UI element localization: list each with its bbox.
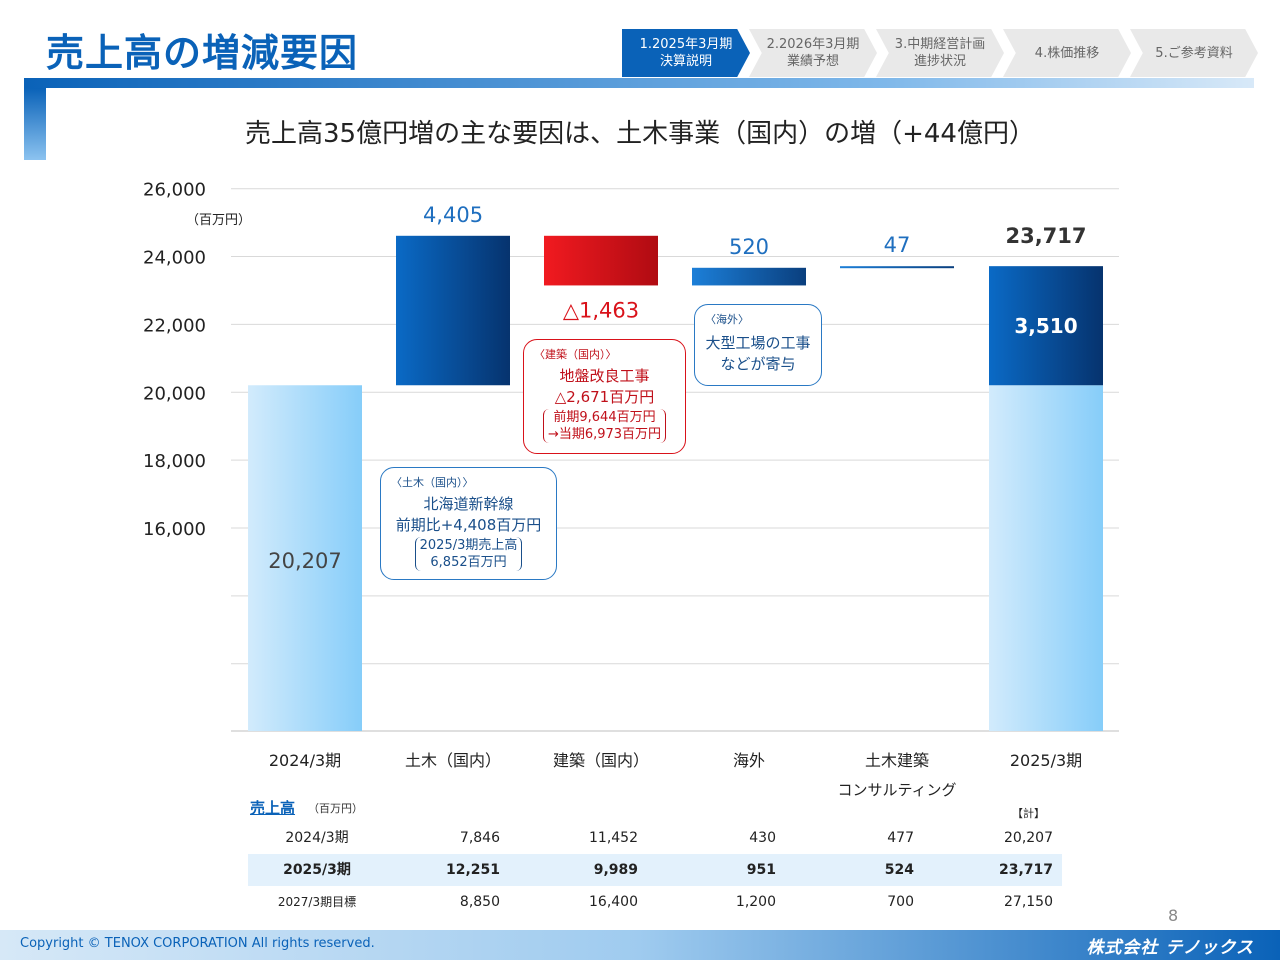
- copyright-text: Copyright © TENOX CORPORATION All rights…: [20, 936, 375, 951]
- bar-value-label: 20,207: [268, 549, 341, 573]
- callout-line: 北海道新幹線: [423, 495, 514, 513]
- x-category-label: 海外: [733, 751, 765, 770]
- nav-tab-label: 3.中期経営計画: [894, 37, 986, 52]
- nav-tab-4[interactable]: 4.株価推移: [1003, 29, 1131, 77]
- y-tick-label: 20,000: [143, 383, 206, 404]
- table-cell: 524: [884, 862, 914, 878]
- company-logo: 株式会社 テノックス: [1086, 938, 1254, 958]
- table-cell: 27,150: [1004, 894, 1053, 910]
- bar-increase: [396, 235, 510, 386]
- chart-gridlines: [231, 188, 1119, 732]
- nav-tab-1[interactable]: 1.2025年3月期 決算説明: [622, 29, 750, 77]
- table-cell: 20,207: [1004, 830, 1053, 846]
- callout-tag: 〈土木（国内）〉: [391, 476, 474, 489]
- x-category-label: 建築（国内）: [553, 751, 649, 770]
- y-tick-label: 26,000: [143, 180, 206, 201]
- bar-increase: [692, 267, 806, 286]
- y-tick-label: 24,000: [143, 248, 206, 269]
- table-cell: 477: [887, 830, 914, 846]
- nav-tab-3[interactable]: 3.中期経営計画 進捗状況: [876, 29, 1004, 77]
- nav-tab-label: 2.2026年3月期: [766, 37, 860, 52]
- table-cell: 1,200: [735, 894, 776, 910]
- bar-total-end-base: [989, 385, 1103, 731]
- table-cell: 8,850: [459, 894, 500, 910]
- callout-line: 地盤改良工事: [559, 367, 650, 385]
- sales-table-title: 売上高: [250, 799, 296, 817]
- callout-sub-bracket: 2025/3期売上高 6,852百万円: [414, 537, 523, 571]
- table-cell: 16,400: [589, 894, 638, 910]
- callout-civil-domestic: 〈土木（国内）〉 北海道新幹線 前期比+4,408百万円 2025/3期売上高 …: [380, 467, 557, 580]
- table-cell: 23,717: [998, 862, 1053, 878]
- bar-total-start: [248, 385, 362, 731]
- nav-tab-label: 業績予想: [786, 54, 839, 69]
- table-row-label: 2027/3期目標: [277, 895, 357, 909]
- x-category-label-line2: コンサルティング: [837, 781, 956, 799]
- callout-sub-line: 6,852百万円: [430, 555, 507, 570]
- callout-architecture-domestic: 〈建築（国内）〉 地盤改良工事 △2,671百万円 前期9,644百万円 →当期…: [523, 339, 686, 454]
- bar-decrease: [544, 235, 658, 286]
- bar-increase: [840, 266, 954, 269]
- x-category-label: 土木（国内）: [405, 751, 501, 770]
- table-cell: 9,989: [593, 862, 638, 878]
- callout-line: △2,671百万円: [554, 388, 655, 406]
- callout-line: 大型工場の工事: [705, 334, 811, 352]
- nav-tab-5[interactable]: 5.ご参考資料: [1130, 29, 1258, 77]
- table-row: 2027/3期目標 8,850 16,400 1,200 700 27,150: [248, 886, 1062, 918]
- chart-labels: 16,000 18,000 20,000 22,000 24,000 26,000 （百万円…: [143, 180, 1087, 799]
- nav-tab-label: 5.ご参考資料: [1155, 45, 1233, 61]
- y-tick-label: 22,000: [143, 315, 206, 336]
- callout-sub-line: →当期6,973百万円: [547, 427, 662, 442]
- callout-overseas: 〈海外〉 大型工場の工事 などが寄与: [694, 304, 822, 386]
- slide-subtitle: 売上高35億円増の主な要因は、土木事業（国内）の増（+44億円）: [245, 119, 1035, 149]
- page-title: 売上高の増減要因: [46, 31, 359, 75]
- nav-tab-2[interactable]: 2.2026年3月期 業績予想: [749, 29, 877, 77]
- bar-value-label: 4,405: [423, 203, 483, 227]
- y-tick-label: 18,000: [143, 451, 206, 472]
- table-cell: 430: [749, 830, 776, 846]
- sales-table-total-header: 【計】: [1012, 807, 1045, 820]
- table-cell: 700: [887, 894, 914, 910]
- section-nav: 1.2025年3月期 決算説明 2.2026年3月期 業績予想 3.中期経営計画 進捗状況…: [622, 29, 1258, 77]
- nav-tab-label: 1.2025年3月期: [639, 37, 733, 52]
- nav-tab-label: 進捗状況: [913, 54, 966, 69]
- x-category-label: 2024/3期: [269, 751, 341, 770]
- table-row: 2025/3期 12,251 9,989 951 524 23,717: [248, 854, 1062, 886]
- callout-tag: 〈建築（国内）〉: [534, 348, 617, 361]
- x-category-label: 2025/3期: [1010, 751, 1082, 770]
- callout-sub-bracket: 前期9,644百万円 →当期6,973百万円: [542, 409, 667, 443]
- table-cell: 11,452: [589, 830, 638, 846]
- callout-line: 前期比+4,408百万円: [395, 516, 542, 534]
- callout-sub-line: 2025/3期売上高: [419, 538, 518, 553]
- footer-bar: [0, 930, 1280, 960]
- nav-tab-label: 決算説明: [659, 54, 712, 69]
- chart-bars: [248, 235, 1103, 731]
- x-category-label: 土木建築: [865, 751, 929, 770]
- callout-sub-line: 前期9,644百万円: [553, 410, 656, 425]
- table-cell: 951: [746, 862, 776, 878]
- nav-tab-label: 4.株価推移: [1034, 45, 1100, 61]
- bar-total-end-increase: [989, 266, 1103, 386]
- table-cell: 7,846: [459, 830, 500, 846]
- callout-tag: 〈海外〉: [705, 313, 749, 326]
- table-cell: 12,251: [445, 862, 500, 878]
- y-tick-label: 16,000: [143, 519, 206, 540]
- bar-value-label: 520: [729, 235, 769, 259]
- table-row-label: 2024/3期: [285, 830, 349, 846]
- page-number: 8: [1168, 906, 1179, 925]
- bar-total-label: 23,717: [1005, 224, 1086, 248]
- sales-table-unit: （百万円）: [308, 802, 363, 815]
- side-accent-bar: [24, 88, 46, 160]
- bar-increase-label: 3,510: [1014, 314, 1077, 338]
- table-row: 2024/3期 7,846 11,452 430 477 20,207: [248, 822, 1062, 854]
- callout-line: などが寄与: [720, 355, 796, 373]
- bar-value-label: 47: [884, 233, 911, 257]
- bar-value-label: △1,463: [563, 298, 639, 322]
- table-row-label: 2025/3期: [283, 862, 351, 878]
- y-unit-label: （百万円）: [186, 213, 251, 228]
- header-bar: [24, 78, 1254, 88]
